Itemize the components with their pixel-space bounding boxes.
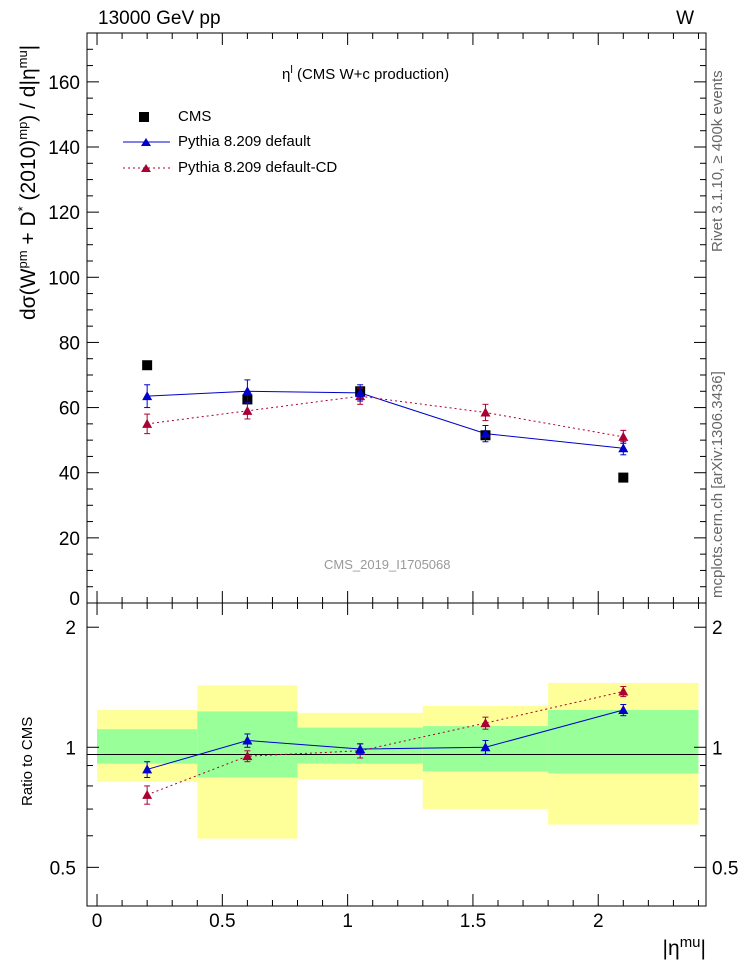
ratio-y-tick-label-right: 1	[712, 738, 723, 759]
x-axis-label: |ηmu|	[663, 934, 706, 961]
y-tick-label: 160	[48, 73, 80, 94]
ratio-default-point	[480, 742, 491, 752]
main-series-lines	[147, 390, 624, 449]
plot-title-sup: l	[290, 64, 293, 76]
ratio-y-tick-label-right: 2	[712, 618, 723, 639]
x-tick-label: 2	[593, 911, 604, 932]
y-tick-label: 0	[69, 589, 80, 610]
y-tick-label: 120	[48, 203, 80, 224]
legend-cms-label: CMS	[178, 108, 212, 125]
rivet-version-label: Rivet 3.1.10, ≥ 400k events	[709, 70, 726, 252]
ratio-y-tick-label-right: 0.5	[712, 858, 738, 879]
x-tick-label: 1.5	[460, 911, 486, 932]
ratio-y-tick-label-left: 2	[65, 618, 76, 639]
analysis-watermark: CMS_2019_I1705068	[324, 557, 451, 572]
ratio-default-point	[355, 744, 366, 754]
ratio-cd-point	[480, 718, 491, 728]
plot-title-main: η	[282, 66, 291, 83]
plot-title: ηl (CMS W+c production)	[282, 64, 449, 83]
ratio-cd-point	[142, 789, 153, 799]
ratio-default-point	[618, 705, 629, 715]
pythia-cd-point	[618, 431, 629, 441]
legend-markers	[123, 112, 170, 172]
plot-title-rest: (CMS W+c production)	[292, 66, 450, 83]
legend-cd-marker	[141, 164, 151, 172]
y-tick-label: 20	[59, 529, 80, 550]
pythia-default-point	[480, 428, 491, 438]
energy-label: 13000 GeV pp	[98, 8, 221, 29]
ratio-plot-frame	[86, 602, 707, 907]
x-axis-label-end: |	[700, 937, 706, 960]
y-tick-label: 80	[59, 333, 80, 354]
y-tick-label: 40	[59, 464, 80, 485]
pythia-default-point	[242, 386, 253, 396]
main-y-axis-label: dσ(Wpm + D* (2010)mp) / d|ηmu|	[15, 44, 40, 320]
ratio-cd-point	[618, 686, 629, 696]
pythia-default-point	[618, 443, 629, 453]
cms-data-point	[142, 360, 153, 371]
y-tick-label: 140	[48, 138, 80, 159]
x-tick-label: 1	[342, 911, 353, 932]
legend-cd-label: Pythia 8.209 default-CD	[178, 159, 338, 176]
ratio-y-tick-label-left: 0.5	[50, 858, 76, 879]
ratio-band-inner	[548, 710, 699, 774]
pythia-cd-point	[480, 407, 491, 417]
x-axis-label-sup: mu	[679, 934, 701, 951]
legend-default-marker	[141, 138, 151, 146]
x-tick-label: 0.5	[209, 911, 235, 932]
pythia-cd-line	[147, 395, 624, 438]
x-tick-label: 0	[92, 911, 103, 932]
pythia-cd-point	[142, 418, 153, 428]
ratio-y-axis-label: Ratio to CMS	[19, 716, 36, 806]
main-series-points	[142, 360, 629, 483]
x-axis-label-main: |η	[662, 937, 680, 960]
axis-ticks	[87, 32, 706, 907]
y-tick-label: 100	[48, 268, 80, 289]
ratio-uncertainty-bands	[97, 682, 699, 839]
ratio-band-inner	[97, 729, 198, 764]
mcplots-reference-label: mcplots.cern.ch [arXiv:1306.3436]	[709, 371, 726, 598]
pythia-default-point	[355, 387, 366, 397]
ratio-y-tick-label-left: 1	[65, 738, 76, 759]
process-label: W	[676, 8, 694, 29]
y-tick-label: 60	[59, 399, 80, 420]
cms-data-point	[618, 472, 629, 483]
legend-cms-marker	[139, 112, 149, 122]
ratio-default-point	[242, 735, 253, 745]
ratio-series-points	[142, 686, 629, 805]
ratio-default-point	[142, 764, 153, 774]
pythia-default-point	[142, 391, 153, 401]
pythia-cd-point	[242, 405, 253, 415]
ratio-cd-point	[242, 751, 253, 761]
legend-default-label: Pythia 8.209 default	[178, 133, 311, 150]
